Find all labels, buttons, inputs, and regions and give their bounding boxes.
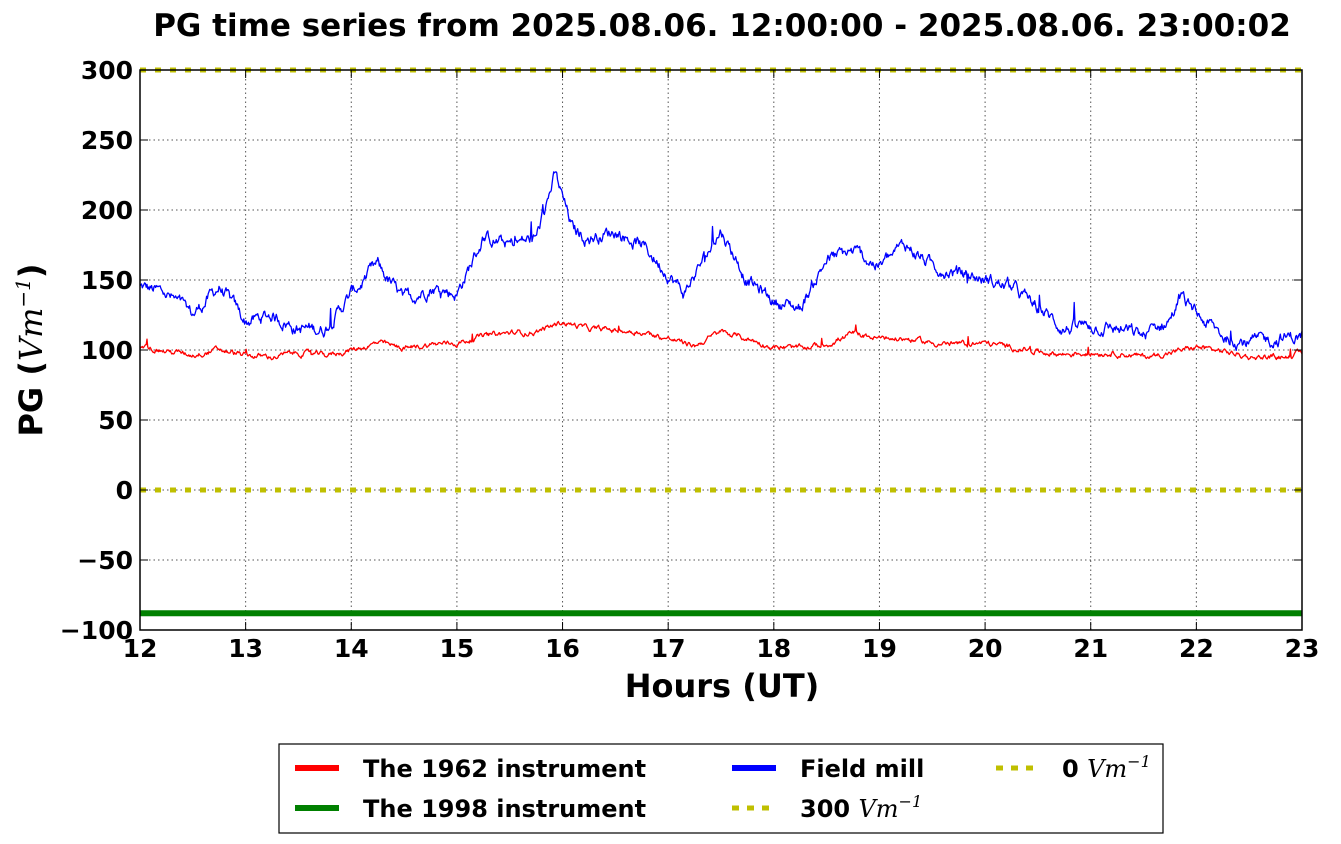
x-axis-label: Hours (UT) [625,667,820,705]
y-axis-label: PG (Vm−1) [11,263,50,436]
chart-title: PG time series from 2025.08.06. 12:00:00… [153,8,1291,44]
x-tick-label: 13 [228,634,263,663]
axis-ticks: 12 13 14 15 16 17 18 19 20 21 22 23 300 250 200 150 100 5… [60,56,1320,663]
legend-label: The 1998 instrument [363,795,646,823]
x-tick-label: 20 [968,634,1003,663]
x-tick-label: 15 [440,634,475,663]
y-tick-label: 0 [116,476,133,505]
grid-lines [139,69,1303,631]
x-tick-label: 21 [1073,634,1108,663]
x-tick-label: 22 [1179,634,1214,663]
x-tick-label: 16 [545,634,580,663]
x-tick-label: 17 [651,634,686,663]
series-line-0 [139,320,1303,361]
y-tick-label: 100 [81,336,133,365]
y-axis-label-prefix: PG ( [12,361,50,436]
x-tick-label: 14 [334,634,369,663]
y-axis-label-unit: Vm [12,308,50,361]
series-line-2 [139,171,1303,352]
y-tick-label: 200 [81,196,133,225]
legend-label: 300 Vm−1 [800,792,922,823]
y-axis-label-exponent: −1 [11,278,35,307]
y-tick-label: 50 [98,406,133,435]
y-tick-label: −50 [77,546,133,575]
legend-frame [278,743,1164,834]
y-tick-label: 300 [81,56,133,85]
y-tick-label: 250 [81,126,133,155]
series-lines [139,67,1303,617]
x-tick-label: 23 [1285,634,1320,663]
y-tick-label: 150 [81,266,133,295]
x-tick-label: 12 [123,634,158,663]
legend-label: 0 Vm−1 [1062,752,1151,783]
legend-label: The 1962 instrument [363,755,646,783]
x-tick-label: 19 [862,634,897,663]
y-axis-label-suffix: ) [12,263,50,278]
x-tick-label: 18 [756,634,791,663]
legend: The 1962 instrument The 1998 instrument Fi… [278,743,1164,834]
legend-label: Field mill [800,755,924,783]
y-tick-label: −100 [60,616,133,645]
